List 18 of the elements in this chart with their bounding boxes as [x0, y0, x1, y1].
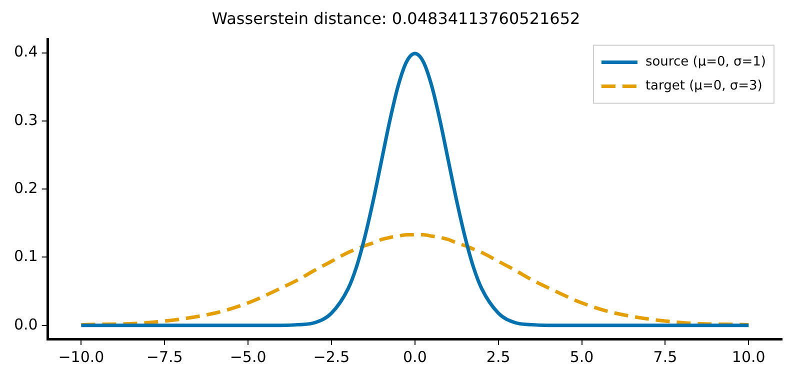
legend-label: source (μ=0, σ=1): [645, 54, 766, 70]
y-tick-label: 0.3: [14, 110, 38, 129]
chart-title: Wasserstein distance: 0.04834113760521652: [212, 8, 580, 28]
x-tick-label: −5.0: [230, 348, 266, 366]
x-tick-label: 2.5: [486, 348, 510, 366]
x-tick-label: −2.5: [313, 348, 350, 366]
legend-label: target (μ=0, σ=3): [645, 78, 762, 94]
y-tick-label: 0.1: [14, 247, 38, 266]
x-tick-label: −10.0: [58, 348, 104, 366]
line-series: [79, 233, 750, 326]
x-tick-label: 0.0: [403, 348, 427, 366]
y-tick-label: 0.2: [14, 178, 38, 197]
x-tick-label: 5.0: [570, 348, 594, 366]
y-tick-label: 0.4: [14, 42, 38, 61]
x-tick-label: 7.5: [653, 348, 678, 366]
y-tick-label: 0.0: [14, 315, 38, 334]
x-tick-label: −7.5: [146, 348, 183, 366]
x-tick-label: 10.0: [732, 348, 766, 366]
